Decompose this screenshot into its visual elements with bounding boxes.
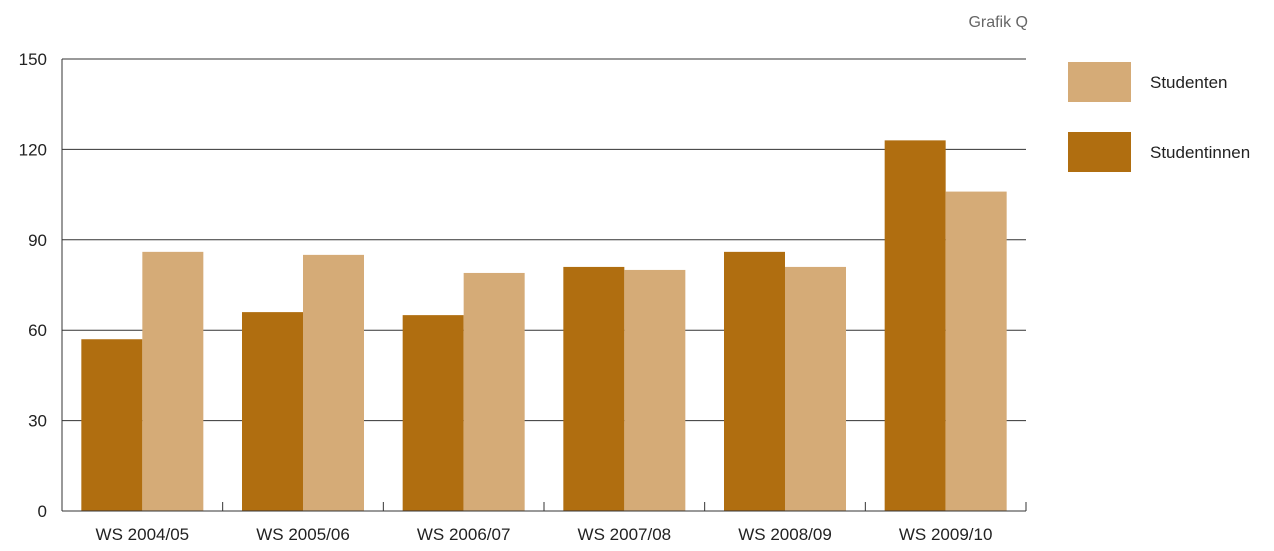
bar-studentinnen-1 [81, 339, 143, 511]
x-tick-label: WS 2005/06 [256, 525, 350, 544]
x-tick-label: WS 2009/10 [899, 525, 993, 544]
legend-swatch-studenten [1068, 62, 1131, 102]
gridlines [62, 58, 1026, 422]
y-axis-tick-labels: 0 30 60 90 120 150 [19, 50, 47, 521]
bars [81, 140, 1007, 512]
legend-label-studenten: Studenten [1150, 73, 1228, 92]
legend-label-studentinnen: Studentinnen [1150, 143, 1250, 162]
y-tick-label: 30 [28, 412, 47, 431]
bar-studentinnen-2 [242, 312, 303, 511]
bar-studentinnen-4 [563, 266, 625, 511]
bar-studenten-1 [142, 251, 204, 511]
bar-studentinnen-3 [402, 315, 464, 511]
bar-studenten-4 [624, 269, 686, 511]
axes [61, 59, 1027, 512]
bar-studenten-5 [785, 266, 846, 511]
x-tick-label: WS 2004/05 [96, 525, 190, 544]
y-tick-label: 90 [28, 231, 47, 250]
y-tick-label: 150 [19, 50, 47, 69]
legend: Studenten Studentinnen [1068, 62, 1250, 172]
bar-studentinnen-6 [884, 140, 946, 512]
legend-swatch-studentinnen [1068, 132, 1131, 172]
x-tick-label: WS 2007/08 [578, 525, 672, 544]
y-tick-label: 120 [19, 140, 47, 159]
x-tick-label: WS 2008/09 [738, 525, 832, 544]
grafik-label: Grafik Q [968, 14, 1028, 31]
x-axis-tick-labels: WS 2004/05 WS 2005/06 WS 2006/07 WS 2007/08… [96, 525, 993, 544]
y-tick-label: 60 [28, 321, 47, 340]
x-tick-label: WS 2006/07 [417, 525, 511, 544]
bar-studenten-2 [303, 254, 364, 511]
bar-studentinnen-5 [724, 251, 785, 511]
bar-studenten-3 [463, 272, 525, 511]
bar-studenten-6 [945, 191, 1007, 511]
y-tick-label: 0 [38, 502, 47, 521]
